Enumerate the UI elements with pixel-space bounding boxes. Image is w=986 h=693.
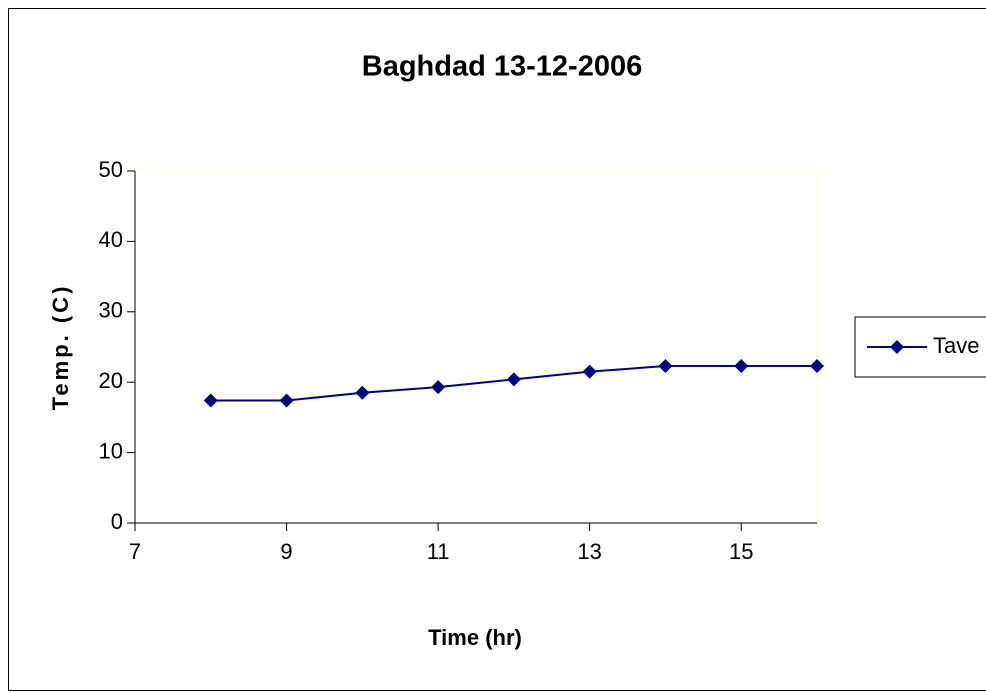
plot-area (134, 170, 818, 524)
y-tick-label: 30 (99, 298, 123, 323)
series-marker (582, 364, 597, 379)
y-tick-label: 0 (111, 509, 123, 534)
x-tick-label: 11 (427, 539, 450, 564)
x-tick-label: 7 (129, 539, 141, 564)
x-tick-label: 9 (280, 539, 292, 564)
legend-marker (890, 340, 904, 354)
series-marker (279, 393, 294, 408)
y-tick-label: 40 (99, 227, 123, 252)
x-tick-label: 13 (577, 539, 601, 564)
y-tick-label: 20 (99, 368, 123, 393)
series-marker (203, 393, 218, 408)
x-axis-label: Time (hr) (428, 625, 522, 650)
series-marker (658, 359, 673, 374)
legend-label: Tave (933, 333, 979, 358)
chart-title: Baghdad 13-12-2006 (362, 51, 642, 83)
y-axis-label: Temp. (C) (48, 284, 73, 411)
series-marker (810, 359, 824, 374)
series-marker (355, 385, 370, 400)
series-marker (506, 372, 521, 387)
series-marker (734, 359, 749, 374)
y-tick-label: 50 (99, 157, 123, 182)
x-tick-label: 15 (729, 539, 753, 564)
series-marker (431, 380, 446, 395)
y-tick-label: 10 (99, 438, 123, 463)
